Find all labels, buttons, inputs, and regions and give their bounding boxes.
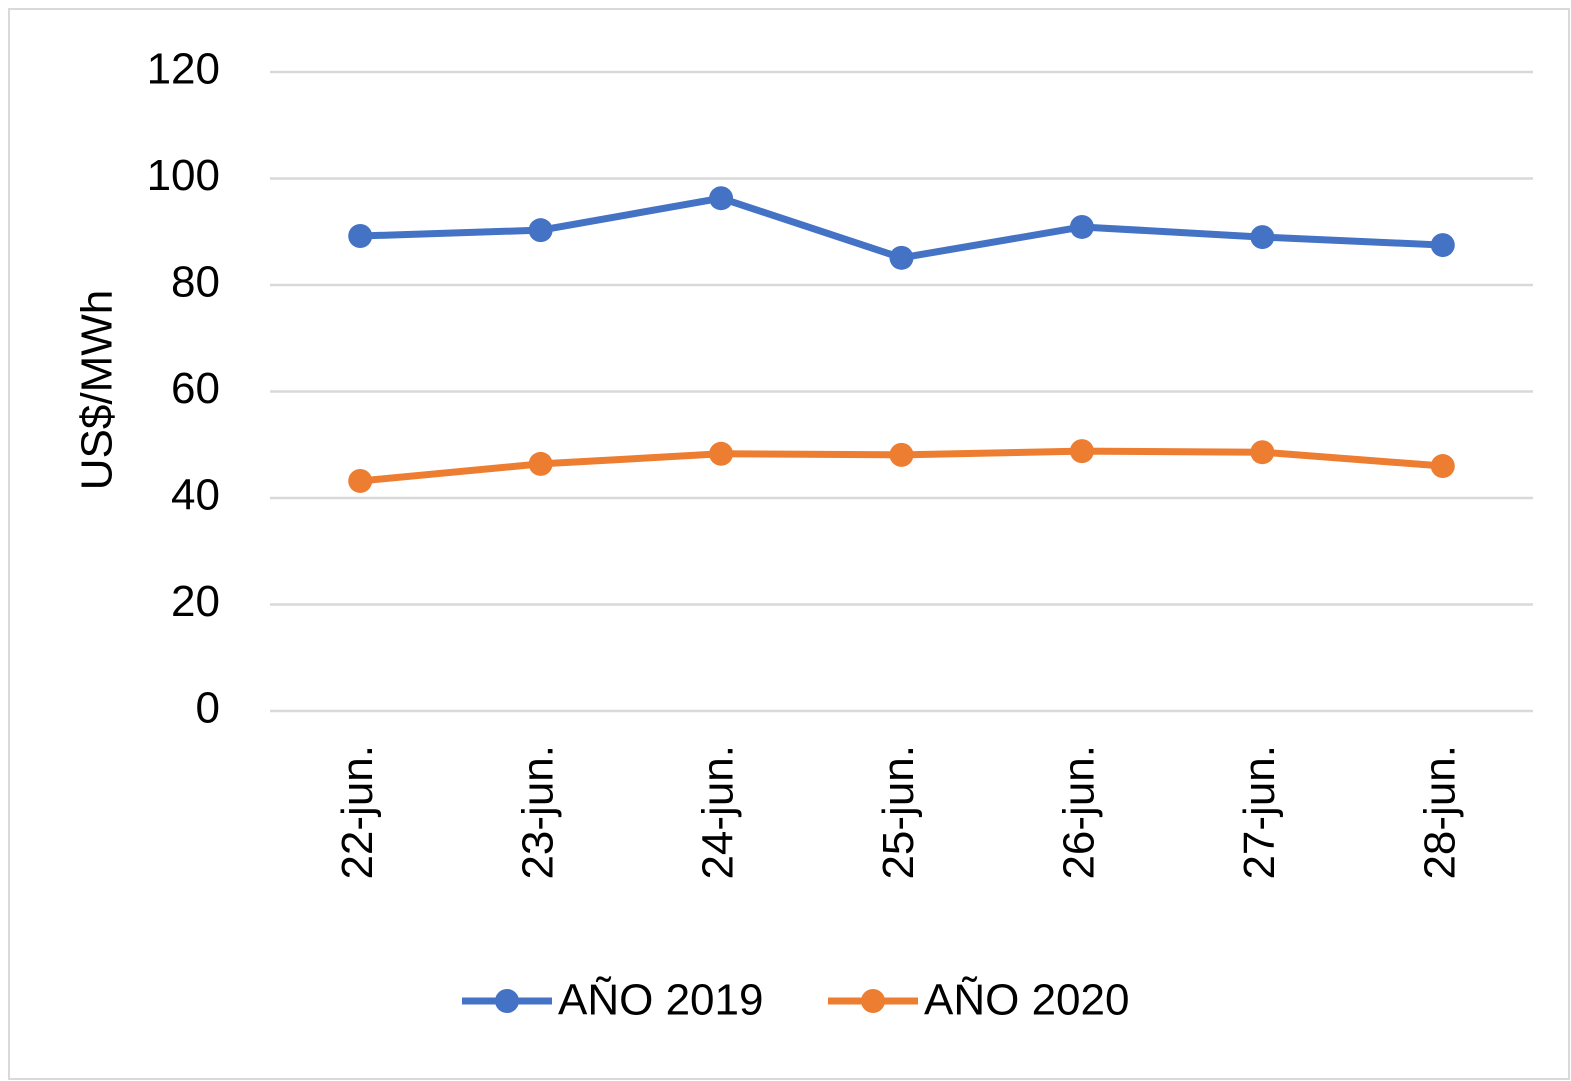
x-tick-label: 24-jun.	[694, 745, 743, 880]
data-point	[1250, 225, 1275, 250]
legend-label: AÑO 2020	[924, 975, 1129, 1025]
data-point	[1430, 454, 1455, 479]
y-tick-label: 60	[171, 364, 220, 413]
data-point	[528, 451, 553, 476]
x-tick-label: 27-jun.	[1235, 745, 1284, 880]
y-tick-label: 0	[196, 684, 220, 733]
legend-label: AÑO 2019	[558, 975, 763, 1025]
data-point	[709, 186, 734, 211]
y-tick-label: 100	[147, 151, 220, 200]
y-tick-label: 40	[171, 471, 220, 520]
x-tick-label: 25-jun.	[874, 745, 923, 880]
data-point	[889, 245, 914, 270]
data-point	[1250, 440, 1275, 465]
chart-border	[8, 8, 1570, 1080]
x-tick-label: 23-jun.	[513, 745, 562, 880]
data-point	[1069, 439, 1094, 464]
legend-marker	[861, 989, 885, 1013]
y-tick-label: 20	[171, 577, 220, 626]
data-point	[348, 224, 373, 249]
y-tick-label: 120	[147, 45, 220, 94]
data-point	[1430, 233, 1455, 258]
data-point	[528, 218, 553, 243]
legend-marker	[495, 989, 519, 1013]
y-tick-label: 80	[171, 258, 220, 307]
data-point	[889, 442, 914, 467]
data-point	[709, 441, 734, 466]
x-tick-label: 28-jun.	[1415, 745, 1464, 880]
data-point	[348, 468, 373, 493]
x-tick-label: 22-jun.	[333, 745, 382, 880]
x-tick-label: 26-jun.	[1055, 745, 1104, 880]
data-point	[1069, 214, 1094, 239]
y-axis-label: US$/MWh	[73, 290, 122, 490]
